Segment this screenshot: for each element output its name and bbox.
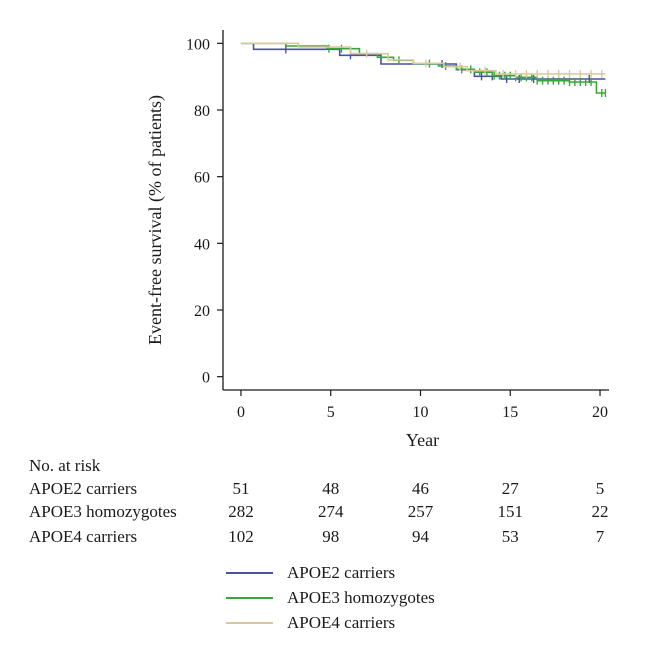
y-tick-label: 60	[194, 170, 210, 187]
risk-value: 27	[501, 479, 519, 498]
risk-row-label-apoe3: APOE3 homozygotes	[29, 502, 177, 521]
axes: 0 20 40 60 80 100 0 5 10 15 20	[186, 30, 609, 421]
x-tick-label: 0	[237, 404, 245, 421]
legend-label-apoe2: APOE2 carriers	[287, 562, 396, 582]
series-line-2	[240, 42, 606, 75]
legend-item-apoe4: APOE4 carriers	[226, 610, 435, 635]
risk-value: 48	[322, 479, 340, 498]
risk-value: 282	[228, 502, 254, 521]
series-lines	[240, 42, 607, 97]
series-line-0	[240, 42, 606, 80]
series-line-1	[240, 42, 606, 94]
x-axis-title: Year	[406, 430, 439, 450]
risk-value: 7	[595, 527, 605, 546]
legend-item-apoe3: APOE3 homozygotes	[226, 585, 435, 610]
risk-value: 94	[411, 527, 429, 546]
y-tick-label: 80	[194, 103, 210, 120]
x-tick-label: 10	[412, 404, 428, 421]
survival-chart: 0 20 40 60 80 100 0 5 10 15 20 Year Event-free sur…	[145, 30, 609, 450]
risk-value: 46	[411, 479, 429, 498]
x-tick-label: 20	[592, 404, 608, 421]
legend-swatch-apoe3	[226, 596, 273, 599]
risk-row-label-apoe4: APOE4 carriers	[29, 527, 138, 546]
risk-row-label-apoe2: APOE2 carriers	[29, 479, 138, 498]
y-tick-label: 0	[202, 370, 210, 387]
risk-value: 53	[501, 527, 519, 546]
legend-swatch-apoe4	[226, 621, 273, 624]
y-tick-label: 20	[194, 303, 210, 320]
risk-value: 102	[228, 527, 254, 546]
y-tick-label: 40	[194, 236, 210, 253]
risk-value: 257	[407, 502, 434, 521]
risk-value: 22	[591, 502, 609, 521]
y-axis-title: Event-free survival (% of patients)	[145, 95, 166, 345]
legend-label-apoe3: APOE3 homozygotes	[287, 587, 435, 607]
risk-value: 51	[232, 479, 250, 498]
x-tick-label: 5	[327, 404, 335, 421]
risk-value: 98	[322, 527, 340, 546]
legend-item-apoe2: APOE2 carriers	[226, 560, 435, 585]
risk-table-title: No. at risk	[29, 456, 101, 475]
risk-value: 151	[497, 502, 524, 521]
legend-label-apoe4: APOE4 carriers	[287, 612, 396, 632]
risk-value: 274	[317, 502, 344, 521]
x-tick-label: 15	[502, 404, 518, 421]
legend: APOE2 carriers APOE3 homozygotes APOE4 c…	[226, 560, 435, 635]
legend-swatch-apoe2	[226, 571, 273, 574]
risk-value: 5	[595, 479, 605, 498]
y-tick-label: 100	[186, 36, 210, 53]
